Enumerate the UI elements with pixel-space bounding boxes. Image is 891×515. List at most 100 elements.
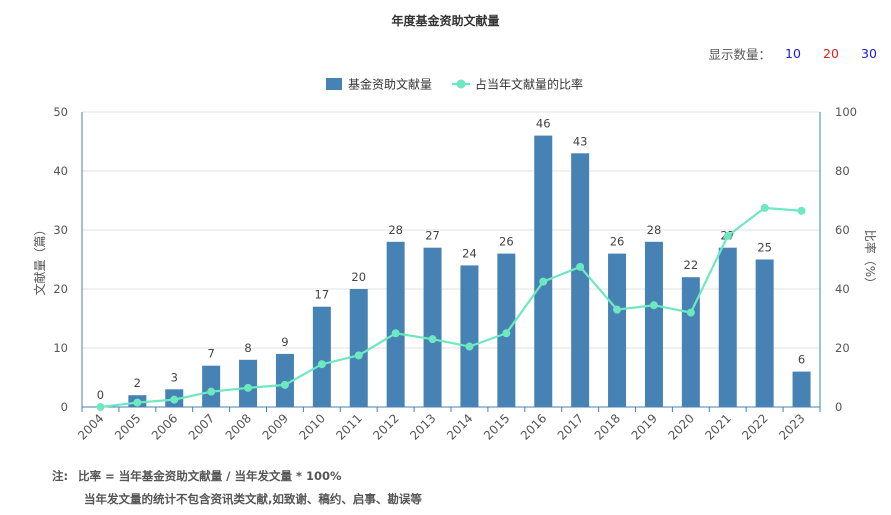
ratio-point [539,277,548,286]
bar [312,306,331,407]
bar [239,359,258,407]
x-tick-label: 2012 [370,411,401,442]
bar-value-label: 28 [388,223,403,237]
ratio-point [96,403,105,411]
x-tick-label: 2005 [112,411,143,442]
bar-value-label: 20 [351,270,366,284]
ratio-line [100,206,802,409]
ratio-point [354,351,363,360]
bar [644,241,663,407]
ratio-point [170,395,179,404]
note-line-1: 注: 比率 = 当年基金资助文献量 / 当年发文量 * 100% [52,468,342,484]
y-axis-title: 文献量（篇） [32,223,47,295]
y2-tick-label: 40 [835,282,850,296]
ratio-point [649,301,658,310]
bar-value-label: 3 [171,370,178,384]
ratio-point [244,383,253,392]
bar [608,253,627,407]
ratio-point [576,262,585,271]
bar-value-label: 27 [425,229,440,243]
bar-value-label: 8 [244,341,251,355]
x-tick-label: 2004 [75,411,106,442]
ratio-point [502,329,511,338]
ratio-point [465,342,474,351]
display-count-selector: 显示数量： 10 20 30 [708,44,881,63]
x-tick-label: 2014 [444,411,475,442]
y2-axis-title: 比率（%） [863,230,878,289]
bar [460,265,479,407]
ratio-point [686,308,695,317]
note-line-2: 当年发文量的统计不包含资讯类文献,如致谢、稿约、启事、勘误等 [84,492,422,506]
bar [681,277,700,407]
bar-value-label: 43 [573,134,588,148]
x-tick-label: 2018 [592,411,623,442]
ratio-point [723,231,732,240]
ratio-point [133,398,142,407]
x-tick-label: 2007 [186,411,217,442]
ratio-point [797,206,806,215]
ratio-point [280,380,289,389]
bar-value-label: 26 [610,235,625,249]
bar-value-label: 26 [499,235,514,249]
legend-line-marker [456,79,466,89]
x-tick-label: 2022 [739,411,770,442]
bar-value-label: 22 [684,258,699,272]
bar [755,259,774,407]
x-tick-label: 2008 [223,411,254,442]
x-tick-label: 2013 [407,411,438,442]
bar-value-label: 0 [97,388,104,402]
ratio-point [317,360,326,369]
ratio-point [613,305,622,314]
x-tick-label: 2023 [776,411,807,442]
legend-bar-label: 基金资助文献量 [348,77,432,92]
bar-value-label: 46 [536,117,551,131]
x-tick-label: 2006 [149,411,180,442]
x-tick-label: 2020 [665,411,696,442]
y-tick-label: 50 [53,105,68,119]
y-tick-label: 0 [61,400,68,414]
bar [349,289,368,407]
display-count-option-20[interactable]: 20 [823,46,839,61]
bar [718,247,737,407]
legend-bar-swatch [326,78,342,90]
x-tick-label: 2019 [629,411,660,442]
bar [792,371,811,407]
y2-tick-label: 80 [835,164,850,178]
ratio-point [391,329,400,338]
x-tick-label: 2021 [702,411,733,442]
x-tick-label: 2015 [481,411,512,442]
note-ratio-formula: 比率 = 当年基金资助文献量 / 当年发文量 * 100% [78,469,342,483]
display-count-option-10[interactable]: 10 [785,46,801,61]
bar [423,247,442,407]
bar-value-label: 25 [757,241,772,255]
bar-value-label: 6 [798,353,805,367]
bar [275,353,294,407]
y-tick-label: 20 [53,282,68,296]
bar [202,365,221,407]
y2-tick-label: 60 [835,223,850,237]
x-tick-label: 2017 [555,411,586,442]
legend-line-label: 占当年文献量的比率 [475,77,583,92]
display-count-label: 显示数量： [708,47,771,62]
display-count-option-30[interactable]: 30 [861,46,877,61]
x-tick-label: 2010 [296,411,327,442]
x-tick-label: 2009 [260,411,291,442]
y2-tick-label: 100 [835,105,857,119]
y2-tick-label: 0 [835,400,842,414]
bar-value-label: 24 [462,246,477,260]
bar-value-label: 9 [281,335,288,349]
bar-value-label: 2 [134,376,141,390]
bar-value-label: 17 [315,288,330,302]
bar-value-label: 28 [647,223,662,237]
bar-value-label: 7 [207,347,214,361]
x-tick-label: 2011 [333,411,364,442]
ratio-point [760,203,769,212]
x-tick-label: 2016 [518,411,549,442]
note-prefix: 注: [52,469,69,483]
bar [534,135,553,407]
ratio-point [428,335,437,344]
ratio-point [207,387,216,396]
y-tick-label: 30 [53,223,68,237]
y-tick-label: 40 [53,164,68,178]
